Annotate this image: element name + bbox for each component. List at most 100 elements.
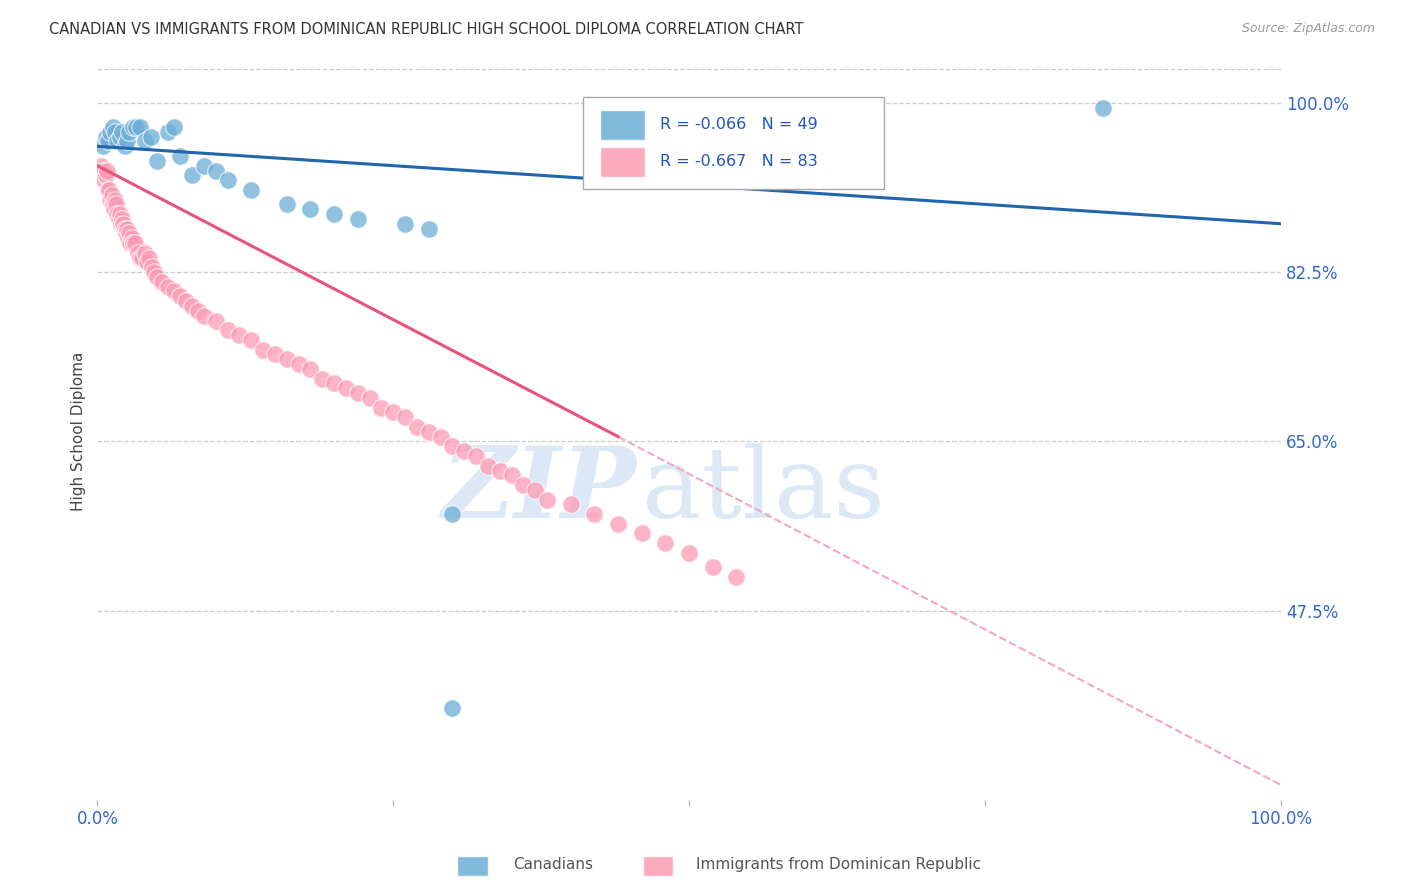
FancyBboxPatch shape	[582, 97, 884, 189]
Point	[346, 386, 368, 401]
Point	[441, 439, 464, 453]
Point	[441, 700, 464, 714]
Point	[108, 207, 131, 221]
Point	[115, 221, 138, 235]
Point	[678, 546, 700, 560]
Point	[157, 125, 180, 139]
Point	[193, 159, 215, 173]
Point	[107, 207, 129, 221]
Point	[114, 227, 136, 241]
Point	[112, 217, 135, 231]
Point	[335, 381, 357, 395]
Text: atlas: atlas	[641, 442, 884, 539]
Point	[299, 202, 322, 217]
Point	[204, 313, 226, 327]
Point	[94, 129, 117, 144]
Y-axis label: High School Diploma: High School Diploma	[72, 352, 86, 511]
Point	[583, 507, 606, 521]
Point	[100, 187, 122, 202]
Point	[560, 497, 582, 511]
Text: Source: ZipAtlas.com: Source: ZipAtlas.com	[1241, 22, 1375, 36]
Point	[359, 391, 381, 405]
Point	[152, 275, 174, 289]
Point	[181, 299, 204, 313]
Point	[441, 507, 464, 521]
Point	[139, 129, 162, 144]
Text: Canadians: Canadians	[513, 857, 593, 872]
Point	[101, 120, 124, 134]
Point	[91, 163, 114, 178]
Point	[97, 183, 120, 197]
Point	[111, 125, 134, 139]
Point	[125, 120, 148, 134]
FancyBboxPatch shape	[600, 111, 645, 140]
Point	[217, 173, 239, 187]
Point	[90, 159, 112, 173]
Point	[418, 425, 440, 439]
Point	[630, 526, 652, 541]
Point	[145, 269, 167, 284]
Point	[501, 468, 523, 483]
Point	[114, 139, 136, 153]
Point	[136, 255, 159, 269]
Point	[93, 173, 115, 187]
Point	[129, 251, 152, 265]
Point	[488, 463, 510, 477]
Text: ZIP: ZIP	[441, 442, 636, 539]
Point	[104, 193, 127, 207]
Point	[118, 227, 141, 241]
Point	[418, 221, 440, 235]
Point	[654, 536, 676, 550]
Point	[134, 135, 156, 149]
Point	[276, 197, 298, 211]
Point	[94, 169, 117, 183]
Point	[91, 139, 114, 153]
Point	[117, 231, 139, 245]
Point	[204, 163, 226, 178]
Point	[323, 207, 346, 221]
Point	[228, 328, 250, 343]
Point	[382, 405, 405, 419]
Point	[115, 135, 138, 149]
Point	[217, 323, 239, 337]
Point	[163, 285, 186, 299]
Point	[477, 458, 499, 473]
Point	[276, 352, 298, 367]
Point	[129, 120, 152, 134]
Point	[103, 202, 125, 217]
Point	[101, 197, 124, 211]
Point	[181, 169, 204, 183]
Point	[607, 516, 630, 531]
Point	[169, 289, 191, 303]
Point	[406, 420, 429, 434]
Point	[114, 221, 136, 235]
Point	[187, 303, 209, 318]
Point	[145, 153, 167, 168]
Point	[299, 362, 322, 376]
Point	[141, 260, 163, 275]
Point	[169, 149, 191, 163]
Point	[465, 449, 488, 463]
Point	[323, 376, 346, 391]
Point	[118, 125, 141, 139]
Point	[143, 265, 166, 279]
Point	[453, 444, 475, 458]
Point	[121, 231, 143, 245]
Point	[524, 483, 547, 497]
Point	[264, 347, 287, 361]
Point	[124, 236, 146, 251]
Point	[193, 309, 215, 323]
Point	[311, 371, 333, 385]
Text: CANADIAN VS IMMIGRANTS FROM DOMINICAN REPUBLIC HIGH SCHOOL DIPLOMA CORRELATION C: CANADIAN VS IMMIGRANTS FROM DOMINICAN RE…	[49, 22, 804, 37]
Point	[163, 120, 186, 134]
Point	[121, 120, 143, 134]
Point	[174, 294, 197, 309]
Point	[429, 429, 451, 443]
Point	[104, 125, 127, 139]
Point	[1092, 101, 1115, 115]
Point	[394, 410, 416, 425]
Point	[394, 217, 416, 231]
Point	[702, 560, 724, 574]
Point	[252, 343, 274, 357]
Point	[108, 129, 131, 144]
